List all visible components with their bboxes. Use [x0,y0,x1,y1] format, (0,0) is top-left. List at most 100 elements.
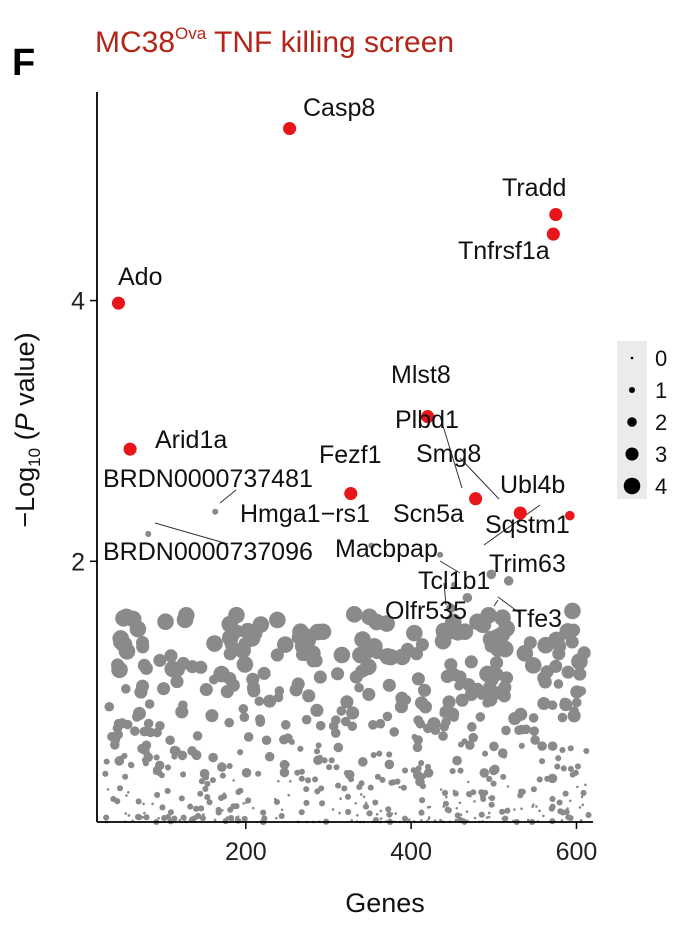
background-gene-point [145,727,156,738]
background-gene-point [122,773,129,780]
background-gene-point [193,814,197,818]
background-gene-point [251,806,255,810]
background-gene-point [168,818,171,822]
background-gene-point [232,779,236,782]
background-gene-point [206,635,223,652]
background-gene-point [164,649,178,663]
background-gene-point [346,706,360,720]
background-gene-point [102,770,109,777]
background-gene-point [115,609,132,627]
chart-title-superscript: Ova [175,24,207,43]
background-gene-point [573,667,587,681]
highlighted-gene-point [421,410,435,424]
background-gene-point [458,801,462,805]
size-legend-label: 0 [655,346,667,371]
background-gene-point [205,709,219,723]
size-legend-key [630,356,634,360]
background-gene-point [482,750,489,757]
background-gene-point [386,751,393,758]
background-gene-point [328,757,335,764]
background-gene-point [475,712,486,722]
background-gene-point [374,721,381,728]
background-gene-point [394,812,397,815]
background-gene-point [242,802,246,805]
background-gene-point [142,802,145,806]
background-gene-point [585,811,592,819]
background-gene-point [354,631,371,648]
background-gene-point [418,683,432,697]
background-gene-point [116,785,124,792]
chart-title: MC38Ova TNF killing screen [95,24,454,60]
background-gene-point [537,636,554,654]
background-gene-point [158,772,165,779]
background-gene-point [422,723,433,734]
background-gene-point [528,713,539,723]
background-gene-point [169,745,180,756]
background-gene-point [193,805,200,812]
background-gene-point [454,680,464,691]
panel-letter: F [12,42,36,84]
background-gene-point [137,743,147,754]
background-gene-point [566,807,569,810]
background-gene-point [370,751,377,759]
background-gene-points [102,602,592,826]
y-axis-label-subscript: 10 [25,448,44,467]
gray-gene-point [486,569,497,580]
y-tick-label: 4 [71,288,85,316]
background-gene-point [452,789,456,793]
background-gene-point [531,805,534,808]
background-gene-point [555,755,562,762]
background-gene-point [385,806,392,813]
background-gene-point [559,746,566,754]
gray-gene-point [462,592,473,603]
background-gene-point [423,768,434,778]
background-gene-point [103,814,110,821]
gray-gene-point [503,576,514,586]
background-gene-point [213,818,217,822]
background-gene-point [136,640,150,654]
background-gene-point [153,653,167,667]
background-gene-point [456,623,474,640]
background-gene-point [389,727,400,737]
background-gene-point [292,623,309,641]
background-gene-point [309,623,326,641]
background-gene-point [441,789,449,796]
background-gene-point [192,731,203,741]
background-gene-point [127,761,134,768]
background-gene-point [157,682,171,696]
highlighted-gene-point [123,442,137,456]
background-gene-point [126,791,130,794]
background-gene-point [303,786,310,793]
gene-label: Fezf1 [319,441,382,469]
background-gene-point [261,735,272,746]
background-gene-point [530,786,537,793]
background-gene-point [455,693,469,707]
background-gene-point [571,653,588,670]
background-gene-point [288,780,292,783]
background-gene-point [537,741,547,751]
background-gene-point [583,747,590,755]
background-gene-point [144,750,151,758]
background-gene-point [578,806,582,809]
background-gene-point [219,772,226,779]
axes [96,92,593,823]
background-gene-point [384,759,395,770]
background-gene-point [484,693,498,707]
background-gene-point [554,763,561,770]
background-gene-point [464,655,478,669]
gene-label: Hmga1−rs1 [240,500,370,528]
background-gene-point [110,795,117,803]
background-gene-point [157,816,160,820]
background-gene-point [222,818,229,825]
background-gene-point [454,812,461,819]
background-gene-point [199,682,213,697]
label-leader-line [443,582,447,606]
background-gene-point [104,701,115,712]
background-gene-point [238,637,252,651]
background-gene-point [386,811,393,818]
background-gene-point [164,787,171,795]
background-gene-point [535,805,538,808]
background-gene-point [143,811,146,815]
background-gene-point [557,712,568,723]
background-gene-point [580,795,584,799]
